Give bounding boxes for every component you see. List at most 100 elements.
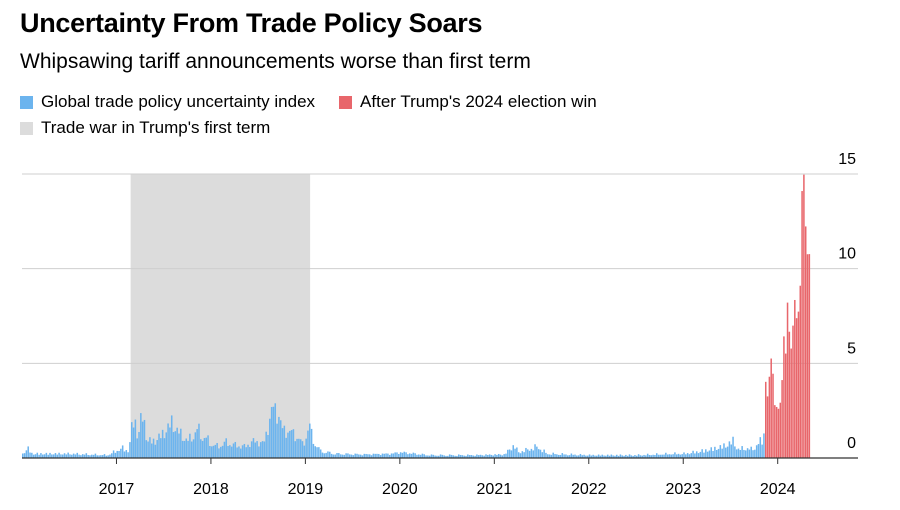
bar: [87, 454, 89, 458]
bar: [726, 446, 729, 458]
bar: [232, 443, 235, 458]
bar: [628, 454, 631, 458]
bar: [203, 437, 206, 458]
bar: [532, 450, 534, 458]
bar: [189, 433, 191, 458]
bar: [363, 453, 366, 458]
bar: [668, 454, 671, 458]
bar: [606, 454, 609, 458]
x-tick-label: 2023: [665, 481, 701, 498]
bar: [54, 453, 57, 458]
bar: [552, 452, 554, 458]
bar: [103, 454, 106, 458]
bar: [305, 438, 307, 458]
bar: [768, 376, 771, 458]
bar: [705, 449, 707, 458]
bar: [452, 455, 455, 458]
bar: [276, 423, 278, 458]
bar: [138, 431, 140, 458]
bar: [592, 454, 594, 458]
bar: [72, 453, 75, 458]
bar: [445, 455, 447, 458]
bar: [797, 311, 800, 458]
bar: [354, 453, 356, 458]
bar: [570, 453, 573, 458]
bar: [239, 448, 242, 458]
bar: [501, 455, 504, 458]
legend-swatch-blue: [20, 95, 33, 109]
bar: [147, 441, 149, 458]
bar: [156, 440, 158, 458]
bar: [140, 413, 142, 458]
bar: [757, 444, 760, 458]
bar: [586, 455, 589, 458]
bar: [47, 454, 49, 458]
bar: [107, 455, 109, 458]
bar: [496, 454, 498, 458]
bar: [479, 454, 482, 458]
bar: [525, 447, 527, 458]
bar: [459, 454, 462, 458]
bar: [85, 453, 88, 458]
bar: [554, 454, 556, 458]
bar: [412, 452, 415, 458]
bar: [361, 455, 364, 458]
bar: [352, 455, 355, 458]
bar: [670, 454, 673, 458]
legend-row-2: Trade war in Trump's first term: [20, 115, 621, 141]
bar: [766, 396, 769, 458]
bar: [630, 455, 633, 458]
bar: [715, 450, 718, 458]
bar: [770, 358, 772, 458]
bar: [659, 454, 662, 458]
bar: [556, 454, 558, 458]
bar: [29, 452, 31, 458]
bar: [367, 454, 369, 458]
y-tick-label: 0: [847, 435, 856, 452]
bar: [801, 191, 803, 459]
bar: [572, 454, 574, 458]
bar: [105, 455, 108, 458]
bar: [483, 455, 485, 458]
bar: [686, 453, 689, 458]
bar: [679, 454, 682, 458]
bar: [178, 433, 180, 458]
bar: [583, 454, 585, 458]
bar: [436, 455, 438, 458]
bar: [616, 454, 618, 458]
bar: [299, 439, 302, 458]
bar: [145, 440, 148, 458]
bar: [230, 446, 233, 458]
bar: [623, 455, 625, 458]
bar: [325, 452, 327, 458]
bar: [399, 452, 402, 458]
bar: [754, 449, 756, 458]
bar: [396, 452, 398, 458]
bar: [141, 421, 144, 458]
legend-swatch-gray: [20, 121, 33, 135]
bar: [381, 453, 384, 458]
bar: [167, 423, 169, 458]
bar: [487, 454, 489, 458]
bar: [784, 353, 787, 458]
bar: [94, 453, 97, 458]
bar: [294, 441, 297, 458]
bar: [36, 452, 39, 458]
bar: [410, 453, 413, 458]
bar: [621, 455, 623, 458]
bar: [619, 454, 622, 458]
bar: [394, 452, 396, 458]
bar: [100, 455, 102, 458]
bar: [488, 454, 491, 458]
bar: [223, 441, 226, 458]
bar: [439, 454, 442, 458]
bar: [408, 453, 411, 458]
bar: [741, 446, 743, 458]
bar: [730, 444, 732, 458]
bar: [612, 455, 614, 458]
bar: [425, 455, 427, 458]
bar: [61, 454, 64, 458]
bar: [176, 427, 178, 458]
bar: [118, 451, 120, 458]
